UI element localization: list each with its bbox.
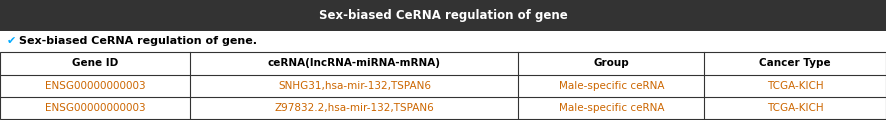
Text: Sex-biased CeRNA regulation of gene.: Sex-biased CeRNA regulation of gene. bbox=[19, 36, 258, 46]
Bar bbox=[0, 0, 886, 31]
Text: ceRNA(lncRNA-miRNA-mRNA): ceRNA(lncRNA-miRNA-mRNA) bbox=[268, 58, 441, 68]
Text: Male-specific ceRNA: Male-specific ceRNA bbox=[558, 103, 664, 113]
Text: SNHG31,hsa-mir-132,TSPAN6: SNHG31,hsa-mir-132,TSPAN6 bbox=[278, 81, 431, 91]
Text: TCGA-KICH: TCGA-KICH bbox=[767, 81, 823, 91]
Text: Cancer Type: Cancer Type bbox=[759, 58, 831, 68]
Text: TCGA-KICH: TCGA-KICH bbox=[767, 103, 823, 113]
Bar bbox=[0, 31, 886, 52]
Text: Sex-biased CeRNA regulation of gene: Sex-biased CeRNA regulation of gene bbox=[319, 9, 567, 22]
Text: Group: Group bbox=[594, 58, 629, 68]
Text: ENSG00000000003: ENSG00000000003 bbox=[45, 103, 145, 113]
Text: Z97832.2,hsa-mir-132,TSPAN6: Z97832.2,hsa-mir-132,TSPAN6 bbox=[275, 103, 434, 113]
Text: ENSG00000000003: ENSG00000000003 bbox=[45, 81, 145, 91]
Text: ✔: ✔ bbox=[7, 36, 17, 46]
Text: Male-specific ceRNA: Male-specific ceRNA bbox=[558, 81, 664, 91]
Bar bbox=[0, 52, 886, 119]
Text: Gene ID: Gene ID bbox=[72, 58, 119, 68]
